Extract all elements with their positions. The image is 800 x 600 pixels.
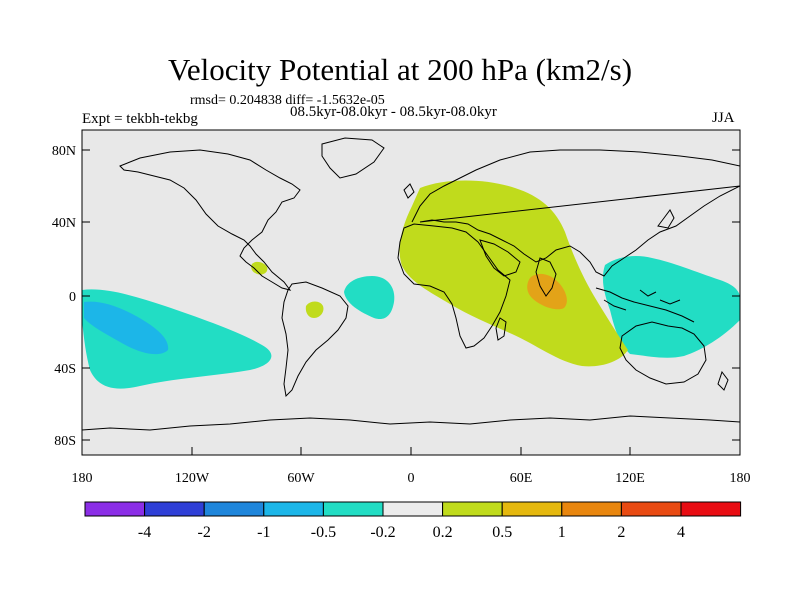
colorbar-labels: -4 -2 -1 -0.5 -0.2 0.2 0.5 1 2 4 bbox=[138, 524, 685, 541]
colorbar-label-1: -2 bbox=[198, 524, 211, 541]
lat-label-80n: 80N bbox=[52, 144, 76, 159]
latitude-labels: 80N 40N 0 40S 80S bbox=[52, 144, 76, 449]
colorbar-label-0: -4 bbox=[138, 524, 151, 541]
colorbar-box-4 bbox=[322, 501, 384, 517]
positive-region-caribbean bbox=[251, 261, 268, 275]
colorbar-box-9 bbox=[620, 501, 682, 517]
colorbar-box-6 bbox=[442, 501, 503, 517]
colorbar-label-7: 1 bbox=[558, 524, 566, 541]
coastline-south-america bbox=[281, 281, 349, 398]
colorbar-label-9: 4 bbox=[677, 524, 685, 541]
lat-label-40s: 40S bbox=[54, 362, 76, 377]
negative-region-east-pacific-core bbox=[84, 301, 169, 355]
positive-region-brazil bbox=[305, 301, 324, 318]
colorbar-box-5 bbox=[382, 501, 444, 517]
colorbar-box-2 bbox=[203, 501, 265, 517]
lat-label-80s: 80S bbox=[54, 434, 76, 449]
colorbar-box-7 bbox=[501, 501, 563, 517]
experiment-label: Expt = tekbh-tekbg bbox=[82, 111, 198, 127]
colorbar-label-6: 0.5 bbox=[492, 524, 512, 541]
coastline-antarctica bbox=[82, 415, 740, 431]
positive-region-indian-ocean-core bbox=[527, 273, 567, 310]
coastline-eurasia bbox=[411, 149, 740, 277]
coastline-new-zealand bbox=[717, 370, 729, 391]
longitude-labels: 180 120W 60W 0 60E 120E 180 bbox=[72, 471, 751, 486]
colorbar-label-4: -0.2 bbox=[370, 524, 395, 541]
positive-region-eurasia-indian-ocean bbox=[399, 180, 628, 367]
negative-region-west-pacific bbox=[602, 256, 740, 358]
coastlines bbox=[82, 137, 740, 431]
lon-label-180w: 180 bbox=[72, 471, 93, 486]
colorbar-label-8: 2 bbox=[617, 524, 625, 541]
lon-label-120e: 120E bbox=[615, 471, 645, 486]
colorbar-label-2: -1 bbox=[257, 524, 270, 541]
colorbar-box-1 bbox=[144, 501, 205, 517]
lon-label-180e: 180 bbox=[730, 471, 751, 486]
lon-label-60w: 60W bbox=[287, 471, 315, 486]
colorbar-label-5: 0.2 bbox=[433, 524, 453, 541]
coastline-arabia bbox=[479, 239, 521, 277]
axis-ticks bbox=[81, 149, 741, 455]
lat-label-40n: 40N bbox=[52, 216, 76, 231]
lon-label-0: 0 bbox=[408, 471, 415, 486]
colorbar-box-3 bbox=[263, 501, 324, 517]
negative-region-atlantic bbox=[344, 276, 395, 320]
season-label: JJA bbox=[712, 110, 735, 126]
coastline-australia bbox=[619, 321, 707, 385]
lon-label-60e: 60E bbox=[510, 471, 533, 486]
colorbar-box-8 bbox=[561, 501, 622, 517]
coastline-southeast-asia-islands bbox=[595, 287, 695, 323]
coastline-greenland bbox=[321, 137, 385, 179]
contour-fields bbox=[82, 180, 740, 389]
coastline-madagascar bbox=[495, 317, 507, 341]
colorbar bbox=[84, 501, 742, 517]
lon-label-120w: 120W bbox=[175, 471, 210, 486]
colorbar-box-10 bbox=[680, 501, 742, 517]
colorbar-box-0 bbox=[84, 501, 146, 517]
stats-label: rmsd= 0.204838 diff= -1.5632e-05 bbox=[190, 93, 385, 108]
plot-title: Velocity Potential at 200 hPa (km2/s) bbox=[167, 52, 633, 87]
coastline-uk bbox=[403, 183, 415, 199]
coastline-japan bbox=[657, 209, 675, 229]
coastline-africa bbox=[397, 223, 511, 349]
coastline-north-america bbox=[119, 149, 301, 291]
coastline-india bbox=[535, 257, 557, 297]
lat-label-0: 0 bbox=[69, 290, 76, 305]
colorbar-label-3: -0.5 bbox=[311, 524, 336, 541]
period-label: 08.5kyr-08.0kyr - 08.5kyr-08.0kyr bbox=[290, 104, 497, 120]
